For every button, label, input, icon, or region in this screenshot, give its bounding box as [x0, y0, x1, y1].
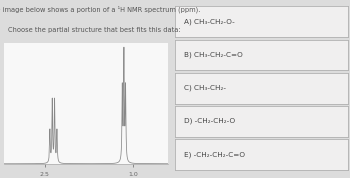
- Text: D) -CH₂-CH₂-O: D) -CH₂-CH₂-O: [184, 118, 235, 124]
- Text: A) CH₃-CH₂-O-: A) CH₃-CH₂-O-: [184, 19, 234, 25]
- Text: E) -CH₂-CH₂-C=O: E) -CH₂-CH₂-C=O: [184, 151, 245, 158]
- Text: The image below shows a portion of a ¹H NMR spectrum (ppm).: The image below shows a portion of a ¹H …: [0, 5, 201, 13]
- Text: C) CH₃-CH₂-: C) CH₃-CH₂-: [184, 85, 226, 91]
- Text: Choose the partial structure that best fits this data:: Choose the partial structure that best f…: [8, 27, 181, 33]
- Text: B) CH₃-CH₂-C=O: B) CH₃-CH₂-C=O: [184, 52, 243, 58]
